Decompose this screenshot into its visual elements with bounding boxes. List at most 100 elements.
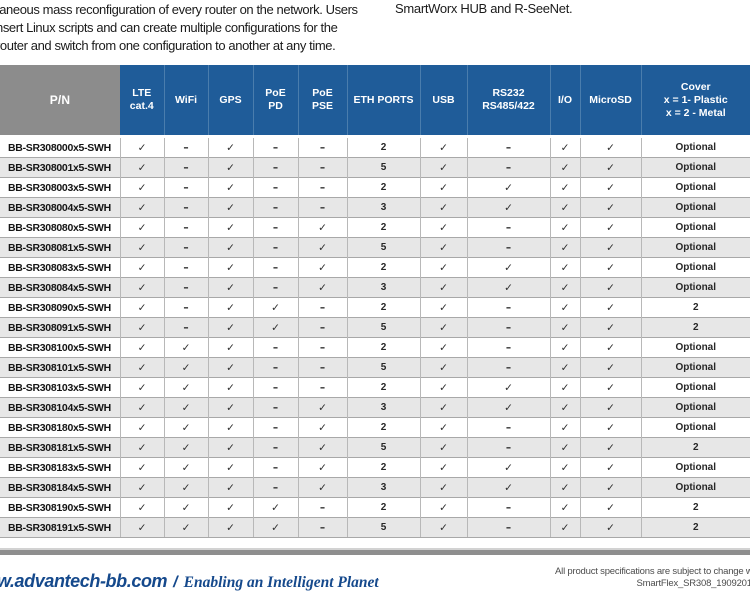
table-row: BB-SR308191x5-SWH ✓ ✓ ✓ ✓ –5 ✓ – ✓ ✓ 2 [0, 517, 750, 538]
check-icon: ✓ [579, 217, 641, 238]
check-icon: ✓ [119, 337, 164, 358]
spec-table: P/N LTE cat.4 WiFi GPS PoE PD PoE PSE ETH PORTS US… [0, 65, 750, 538]
table-row: BB-SR308001x5-SWH ✓ – ✓ – –5 ✓ – ✓ ✓ Optional [0, 157, 750, 178]
column-header-usb: USB [419, 65, 467, 138]
check-icon: ✓ [419, 377, 467, 398]
check-icon: ✓ [419, 417, 467, 438]
dash-icon: – [163, 197, 208, 218]
check-icon: ✓ [119, 257, 164, 278]
column-header-eth-ports: ETH PORTS [346, 65, 420, 138]
check-icon: ✓ [207, 497, 253, 518]
column-header-rs232-rs485-422: RS232 RS485/422 [466, 65, 550, 138]
dash-icon: – [252, 377, 298, 398]
pn-cell: BB-SR308000x5-SWH [0, 136, 120, 158]
check-icon: ✓ [207, 517, 253, 538]
value-cell: 2 [346, 497, 420, 518]
dash-icon: – [297, 136, 347, 158]
value-cell: Optional [640, 477, 750, 498]
value-cell: 5 [346, 517, 420, 538]
dash-icon: – [252, 136, 298, 158]
check-icon: ✓ [252, 317, 298, 338]
table-row: BB-SR308000x5-SWH ✓ – ✓ – –2 ✓ – ✓ ✓ Optional [0, 136, 750, 158]
check-icon: ✓ [252, 497, 298, 518]
pn-cell: BB-SR308190x5-SWH [0, 497, 120, 518]
table-row: BB-SR308003x5-SWH ✓ – ✓ – –2 ✓ ✓ ✓ ✓ Optional [0, 177, 750, 198]
check-icon: ✓ [549, 257, 580, 278]
check-icon: ✓ [419, 457, 467, 478]
intro-line-2: nsert Linux scripts and can create multi… [0, 20, 338, 35]
dash-icon: – [163, 277, 208, 298]
dash-icon: – [466, 437, 550, 458]
check-icon: ✓ [579, 377, 641, 398]
check-icon: ✓ [163, 417, 208, 438]
check-icon: ✓ [419, 437, 467, 458]
check-icon: ✓ [207, 217, 253, 238]
dash-icon: – [252, 437, 298, 458]
dash-icon: – [252, 197, 298, 218]
value-cell: 5 [346, 237, 420, 258]
check-icon: ✓ [419, 257, 467, 278]
value-cell: 5 [346, 437, 420, 458]
check-icon: ✓ [163, 357, 208, 378]
dash-icon: – [163, 217, 208, 238]
check-icon: ✓ [119, 197, 164, 218]
pn-cell: BB-SR308103x5-SWH [0, 377, 120, 398]
check-icon: ✓ [119, 477, 164, 498]
dash-icon: – [466, 217, 550, 238]
check-icon: ✓ [466, 197, 550, 218]
intro-right-column: SmartWorx HUB and R-SeeNet. [395, 1, 573, 16]
check-icon: ✓ [119, 317, 164, 338]
check-icon: ✓ [119, 177, 164, 198]
check-icon: ✓ [119, 157, 164, 178]
table-row: BB-SR308101x5-SWH ✓ ✓ ✓ – –5 ✓ – ✓ ✓ Optional [0, 357, 750, 378]
check-icon: ✓ [549, 497, 580, 518]
dash-icon: – [297, 517, 347, 538]
check-icon: ✓ [579, 417, 641, 438]
check-icon: ✓ [549, 517, 580, 538]
pn-cell: BB-SR308001x5-SWH [0, 157, 120, 178]
check-icon: ✓ [207, 357, 253, 378]
dash-icon: – [466, 417, 550, 438]
value-cell: Optional [640, 377, 750, 398]
check-icon: ✓ [419, 477, 467, 498]
table-row: BB-SR308183x5-SWH ✓ ✓ ✓ – ✓ 2 ✓ ✓ ✓ ✓ Optional [0, 457, 750, 478]
column-header-microsd: MicroSD [579, 65, 641, 138]
pn-cell: BB-SR308091x5-SWH [0, 317, 120, 338]
dash-icon: – [252, 237, 298, 258]
check-icon: ✓ [579, 437, 641, 458]
check-icon: ✓ [119, 136, 164, 158]
dash-icon: – [297, 497, 347, 518]
column-header-cover: Cover x = 1- Plastic x = 2 - Metal [640, 65, 750, 138]
table-row: BB-SR308181x5-SWH ✓ ✓ ✓ – ✓ 5 ✓ – ✓ ✓ 2 [0, 437, 750, 458]
value-cell: 2 [640, 297, 750, 318]
disclaimer-line-1: All product specifications are subject t… [555, 566, 750, 577]
dash-icon: – [297, 317, 347, 338]
value-cell: 2 [640, 497, 750, 518]
check-icon: ✓ [419, 517, 467, 538]
check-icon: ✓ [419, 497, 467, 518]
value-cell: 5 [346, 317, 420, 338]
table-row: BB-SR308104x5-SWH ✓ ✓ ✓ – ✓ 3 ✓ ✓ ✓ ✓ Optional [0, 397, 750, 418]
check-icon: ✓ [207, 197, 253, 218]
check-icon: ✓ [119, 277, 164, 298]
table-row: BB-SR308184x5-SWH ✓ ✓ ✓ – ✓ 3 ✓ ✓ ✓ ✓ Optional [0, 477, 750, 498]
check-icon: ✓ [579, 517, 641, 538]
check-icon: ✓ [297, 457, 347, 478]
dash-icon: – [297, 297, 347, 318]
column-header-poe-pd: PoE PD [252, 65, 298, 138]
check-icon: ✓ [119, 357, 164, 378]
value-cell: 3 [346, 397, 420, 418]
column-header-lte-cat4: LTE cat.4 [120, 65, 164, 138]
value-cell: Optional [640, 277, 750, 298]
check-icon: ✓ [119, 297, 164, 318]
value-cell: 2 [640, 437, 750, 458]
dash-icon: – [163, 257, 208, 278]
check-icon: ✓ [579, 497, 641, 518]
check-icon: ✓ [207, 157, 253, 178]
check-icon: ✓ [579, 297, 641, 318]
pn-cell: BB-SR308090x5-SWH [0, 297, 120, 318]
check-icon: ✓ [549, 337, 580, 358]
value-cell: 2 [640, 517, 750, 538]
check-icon: ✓ [163, 377, 208, 398]
dash-icon: – [252, 397, 298, 418]
